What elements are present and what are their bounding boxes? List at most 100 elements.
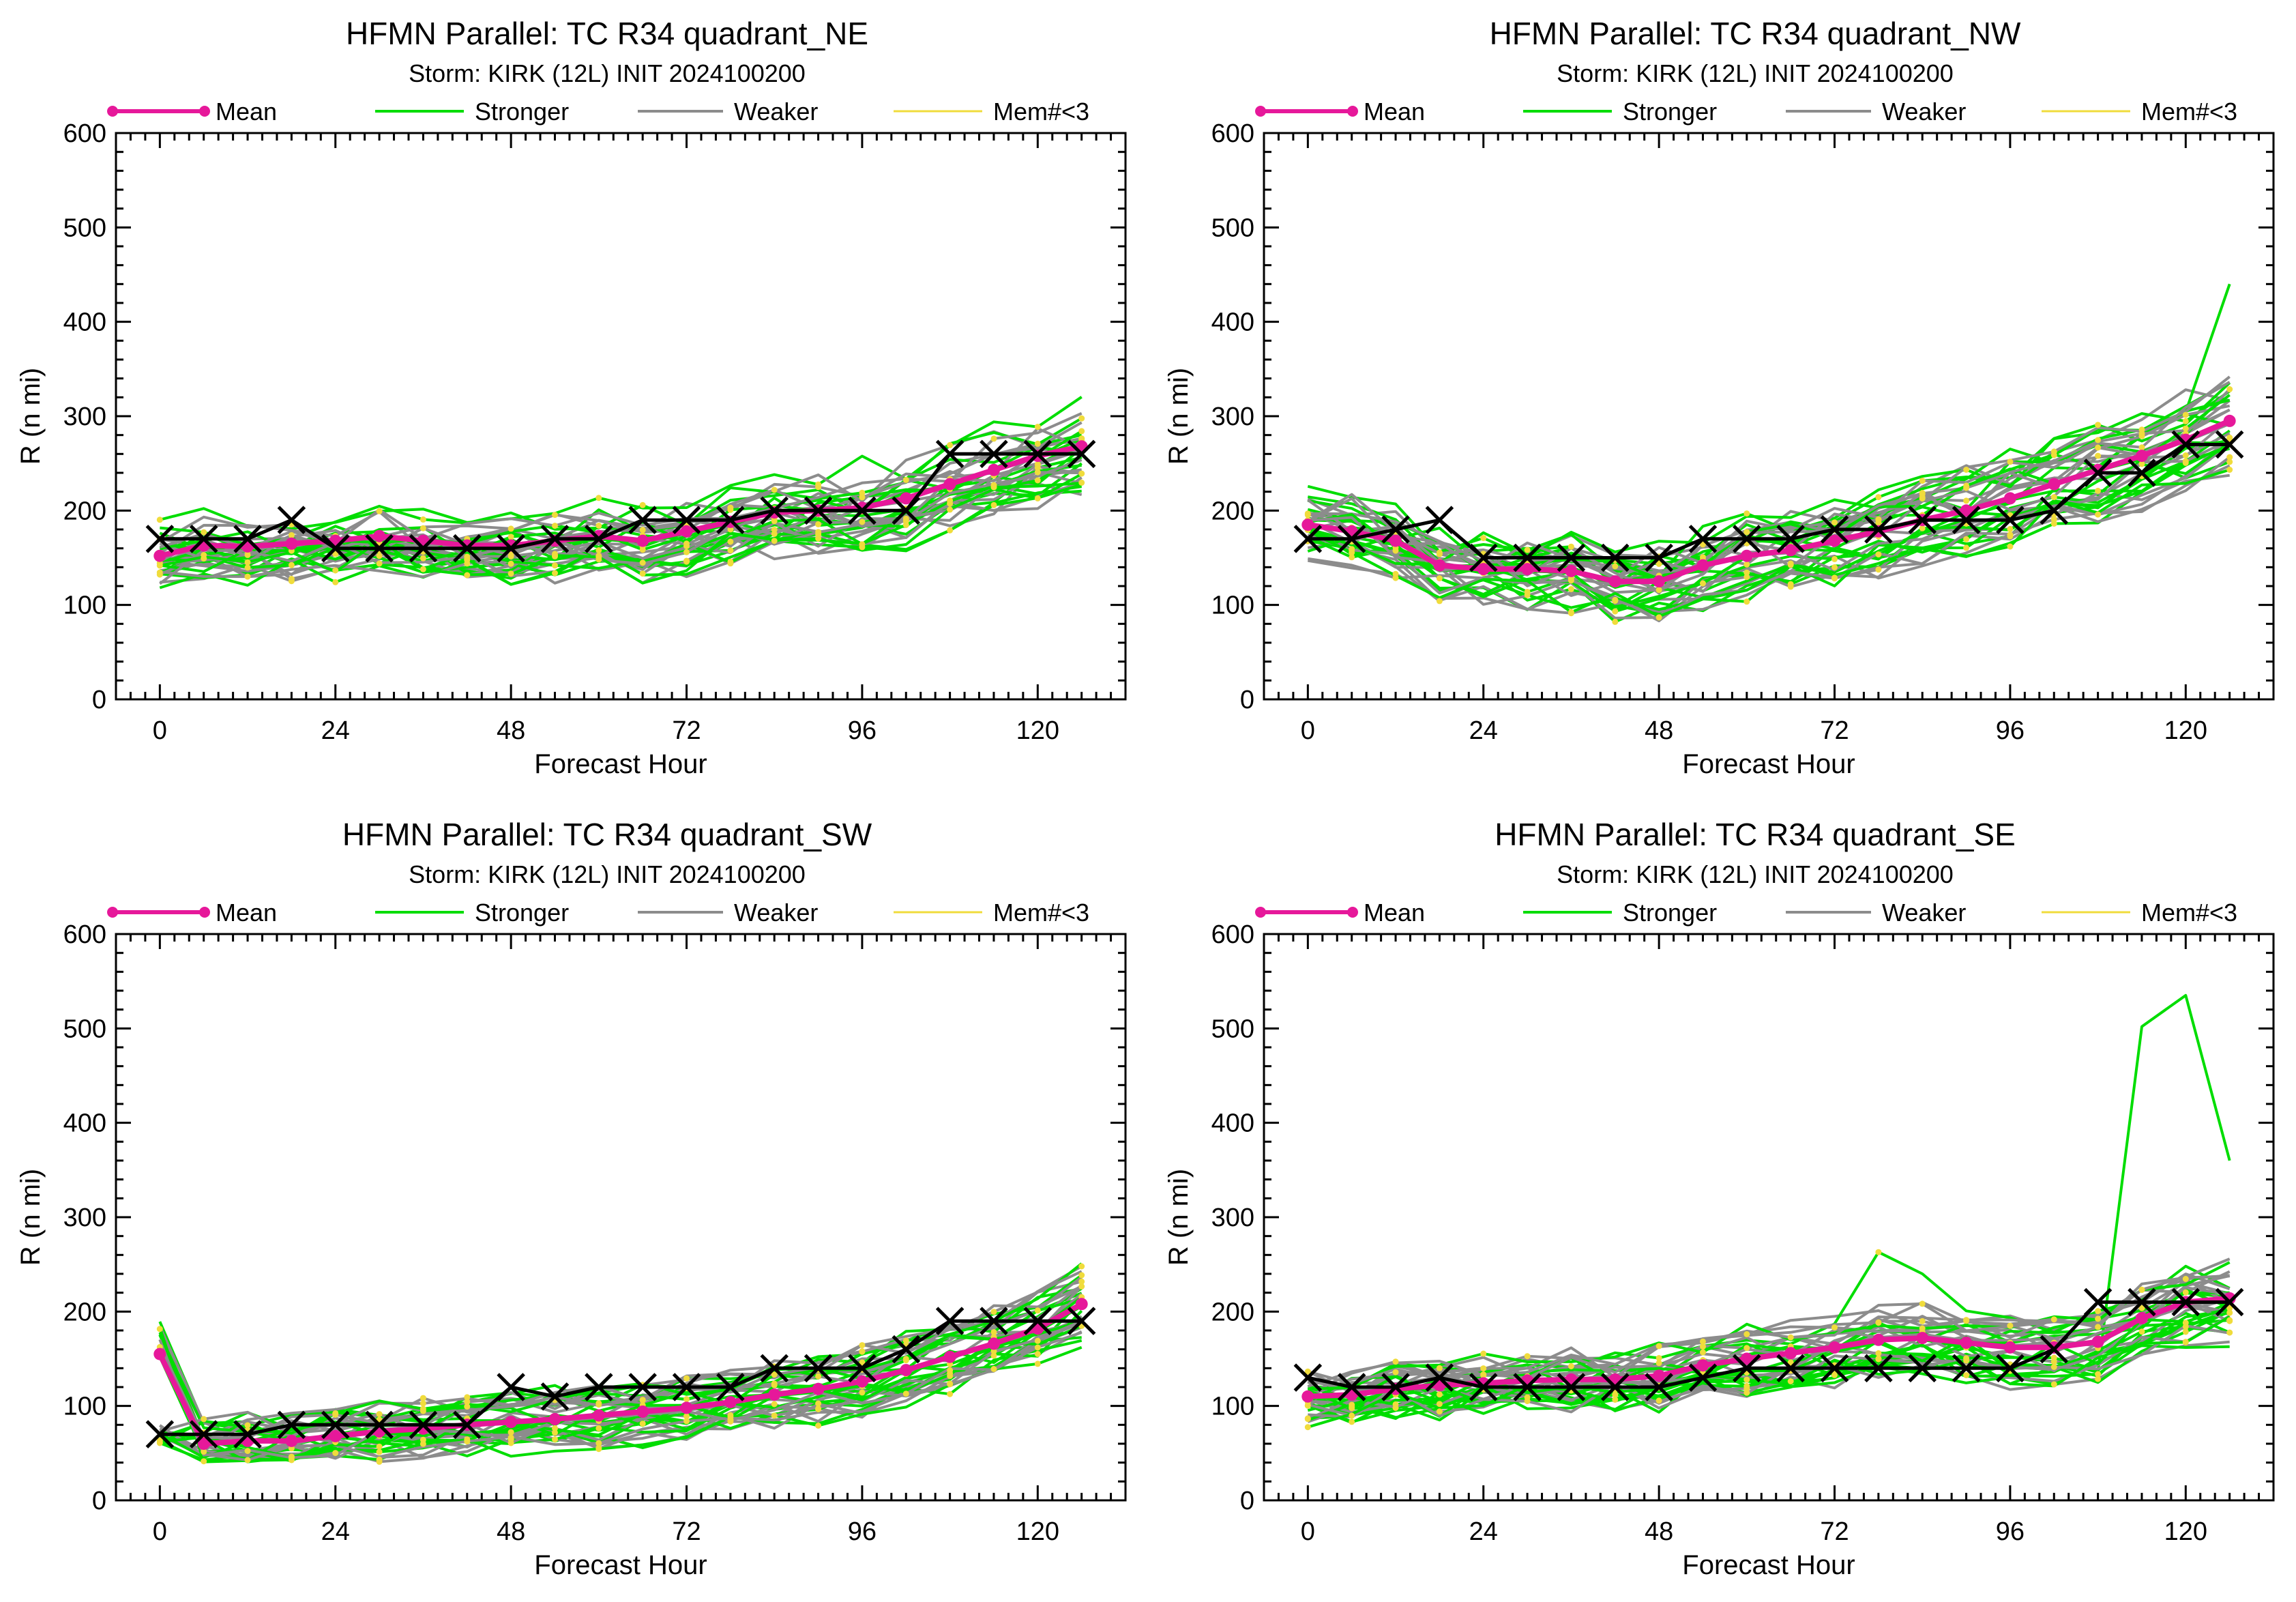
mem-lt3-marker (1078, 428, 1085, 435)
stronger-member-line (1307, 1315, 2231, 1429)
mem-lt3-marker (859, 1389, 866, 1396)
chart-legend: Mean Stronger Weaker Mem#<3 (1255, 98, 2237, 126)
best-track-marker (1337, 1373, 1366, 1401)
mem-lt3-marker (595, 523, 602, 529)
y-tick-label: 200 (63, 497, 106, 525)
mem-lt3-marker (947, 527, 954, 534)
weaker-member-line (159, 458, 1083, 585)
mem-lt3-marker (507, 1434, 514, 1441)
legend-label-mem: Mem#<3 (2141, 899, 2237, 927)
mem-lt3-marker (2226, 454, 2233, 461)
mem-lt3-marker (2095, 444, 2102, 451)
mem-lt3-marker (1919, 525, 1926, 531)
plot-frame (115, 132, 1127, 701)
mem-lt3-marker (859, 519, 866, 525)
mem-lt3-marker (683, 1413, 690, 1420)
x-tick-label: 0 (1301, 1517, 1315, 1546)
mean-point (2003, 492, 2016, 505)
mem-lt3-marker (1831, 1371, 1838, 1378)
mem-lt3-marker (1436, 598, 1443, 605)
best-track-marker (1337, 525, 1366, 553)
mem-lt3-marker (1480, 1365, 1487, 1372)
mean-point (988, 463, 1000, 476)
mem-lt3-marker (639, 559, 646, 566)
y-tick-label: 300 (63, 1204, 106, 1232)
ensemble-members (158, 1262, 1083, 1463)
best-track-marker (1776, 1354, 1805, 1383)
mem-lt3-marker (2007, 543, 2014, 550)
mem-lt3-marker (1034, 1360, 1041, 1367)
mem-lt3-marker (683, 549, 690, 555)
mem-lt3-marker (683, 1375, 690, 1382)
mean-point (329, 1429, 342, 1442)
chart-legend: Mean Stronger Weaker Mem#<3 (1255, 899, 2237, 927)
mem-lt3-marker (244, 1448, 251, 1455)
best-track-marker (233, 525, 262, 553)
mem-lt3-marker (1743, 1385, 1750, 1392)
legend-marker-mean (199, 106, 210, 117)
mem-lt3-marker (507, 553, 514, 559)
weaker-member-line (158, 1331, 1083, 1461)
mean-line (1307, 418, 2231, 585)
best-track-marker (1996, 1354, 2025, 1383)
mean-point (680, 525, 693, 538)
legend-label-mem: Mem#<3 (993, 899, 1089, 927)
x-tick-label: 48 (497, 1517, 525, 1546)
mem-lt3-marker (2050, 1381, 2057, 1388)
mem-lt3-marker (1034, 1337, 1041, 1344)
mean-point (2223, 414, 2236, 427)
mem-lt3-marker (464, 1403, 471, 1410)
mem-lt3-marker (2138, 1286, 2145, 1293)
mem-lt3-marker (1078, 1263, 1085, 1270)
mem-lt3-marker (902, 518, 909, 525)
mem-lt3-marker (1963, 544, 1970, 551)
mem-lt3-marker (1436, 1365, 1443, 1371)
mem-lt3-marker (2138, 1328, 2145, 1335)
mem-lt3-marker (2050, 1354, 2057, 1361)
mem-lt3-marker (332, 1450, 339, 1457)
mem-lt3-markers (156, 415, 1085, 585)
mem-lt3-marker (2182, 1328, 2189, 1335)
mem-lt3-marker (2095, 1315, 2102, 1322)
mem-lt3-marker (947, 497, 954, 504)
best-track-marker (2171, 1287, 2201, 1317)
best-track-marker (497, 1373, 525, 1401)
stronger-member-line (158, 1324, 1083, 1463)
mean-point (1872, 1333, 1885, 1346)
mean-point (197, 1438, 210, 1450)
best-track-marker (1381, 1373, 1410, 1401)
mem-lt3-marker (464, 1399, 471, 1406)
mean-point (592, 1409, 605, 1422)
mem-lt3-marker (727, 547, 734, 554)
best-track-marker (1733, 525, 1761, 553)
mean-point (2048, 478, 2061, 491)
x-axis-label: Forecast Hour (1682, 1550, 1855, 1580)
best-track-marker (453, 534, 482, 563)
mean-line (1308, 1296, 2231, 1399)
mem-lt3-marker (947, 1380, 954, 1387)
mean-point (1389, 534, 1402, 547)
mem-lt3-marker (1787, 1334, 1794, 1341)
best-track-marker (1908, 1354, 1937, 1383)
mem-lt3-marker (1078, 479, 1085, 486)
chart-title: HFMN Parallel: TC R34 quadrant_SE (1495, 817, 2016, 852)
best-track-marker (892, 1335, 921, 1364)
mean-point (548, 1413, 561, 1425)
plot-frame (1263, 933, 2275, 1502)
mem-lt3-marker (2007, 458, 2014, 465)
mean-point (1521, 563, 1534, 576)
mem-lt3-marker (1700, 1338, 1706, 1345)
mem-lt3-marker (1787, 1359, 1794, 1366)
mem-lt3-marker (1078, 1278, 1085, 1285)
y-tick-label: 500 (1211, 1015, 1254, 1043)
mem-lt3-marker (1963, 536, 1970, 542)
best-track-marker (1023, 439, 1053, 469)
mean-line (157, 1301, 1083, 1446)
legend-label-mean: Mean (216, 899, 277, 927)
mean-point (1960, 1337, 1973, 1349)
mem-lt3-marker (420, 516, 426, 523)
mem-lt3-marker (2226, 467, 2233, 473)
best-track-marker (2040, 1335, 2069, 1364)
mem-lt3-marker (859, 1359, 866, 1366)
legend-marker-mean (1255, 907, 1266, 918)
